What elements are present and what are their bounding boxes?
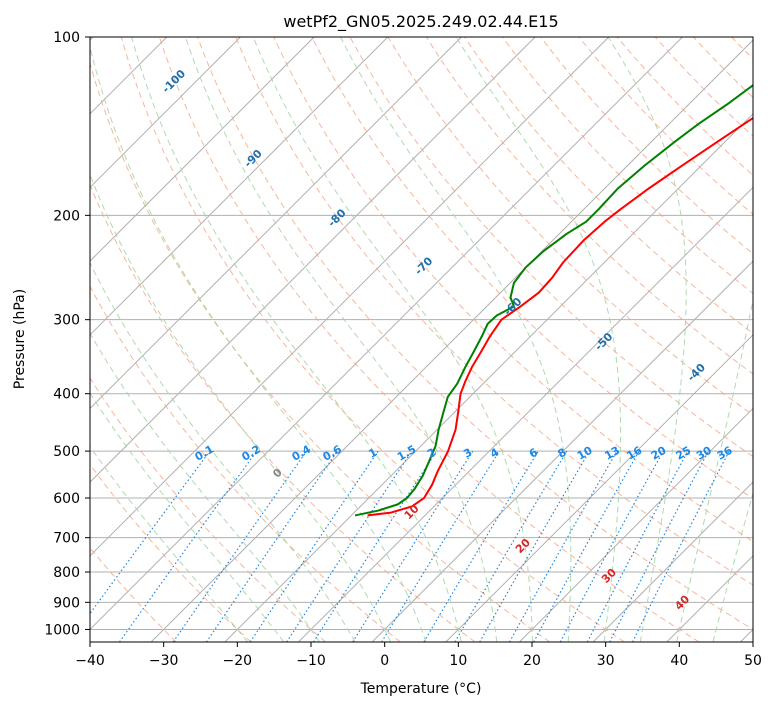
y-tick-label: 700 (53, 531, 80, 547)
moist-adiabat-line (252, 37, 533, 642)
x-tick-label: 30 (597, 653, 615, 669)
dry-adiabat-line (502, 37, 753, 294)
isotherm-line (371, 260, 753, 642)
y-axis: 100 200 300 400 500 600 700 800 900 1000 (44, 30, 90, 638)
x-tick-label: −30 (149, 653, 179, 669)
mixing-ratio-line (381, 450, 500, 642)
mixing-ratio-line (509, 450, 618, 642)
x-tick-label: −20 (223, 653, 253, 669)
dry-adiabat-line (616, 37, 753, 176)
dry-adiabat-line (90, 463, 252, 642)
isotherm-line (224, 113, 753, 642)
isotherm-line (90, 37, 536, 483)
mixing-ratio-line (205, 450, 339, 642)
x-tick-label: 20 (523, 653, 541, 669)
mixing-ratio-line (559, 450, 664, 642)
isotherm-line (519, 407, 753, 642)
y-tick-label: 200 (53, 208, 80, 224)
y-axis-title: Pressure (hPa) (12, 289, 28, 389)
mixing-ratio-line (352, 450, 474, 642)
x-axis: −40 −30 −20 −10 0 10 20 30 40 50 (75, 642, 762, 669)
moist-adiabat-line (340, 37, 572, 642)
dry-adiabat-line (387, 37, 753, 416)
x-tick-label: 0 (380, 653, 389, 669)
dry-adiabat-line (311, 37, 753, 500)
dry-adiabat-line (464, 37, 753, 335)
x-tick-label: 10 (449, 653, 467, 669)
mixing-ratio-line (423, 450, 539, 642)
mixing-ratio-line (119, 450, 258, 642)
moist-adiabat-line (90, 261, 356, 642)
temperature-profile-line (367, 116, 753, 517)
y-tick-label: 600 (53, 491, 80, 507)
moist-adiabat-line (676, 296, 753, 642)
plot-frame (89, 36, 754, 643)
mixing-ratio-line (90, 450, 211, 615)
moist-adiabat-line (90, 392, 285, 642)
dry-adiabat-line (235, 37, 753, 586)
isotherm-line (445, 334, 753, 642)
mixing-ratio-line (533, 450, 640, 642)
y-tick-label: 900 (53, 595, 80, 611)
dewpoint-profile-line (354, 84, 753, 517)
mixing-ratio-line (454, 450, 568, 642)
mixing-ratio-line (172, 450, 308, 642)
y-tick-label: 500 (53, 444, 80, 460)
moist-adiabat-line (712, 491, 753, 642)
isotherm-line (150, 39, 753, 642)
dry-adiabat-line (197, 37, 753, 631)
moist-adiabat-line (90, 44, 427, 642)
isotherm-line (592, 481, 753, 642)
dry-adiabat-line (90, 285, 401, 642)
x-axis-title: Temperature (°C) (360, 681, 482, 697)
moist-adiabats (90, 37, 753, 642)
mixing-ratio-lines (90, 450, 730, 642)
y-tick-label: 800 (53, 565, 80, 581)
y-tick-label: 300 (53, 313, 80, 329)
isotherm-line (90, 37, 610, 557)
moist-adiabat-line (90, 173, 392, 642)
y-tick-label: 100 (53, 30, 80, 46)
dry-adiabat-line (349, 37, 753, 458)
moist-adiabat-line (607, 37, 687, 642)
x-tick-label: −10 (296, 653, 326, 669)
isotherm-line (90, 37, 389, 336)
chart-title: wetPf2_GN05.2025.249.02.44.E15 (283, 12, 558, 32)
moist-adiabat-line (90, 445, 249, 642)
dry-adiabat-line (578, 37, 753, 215)
isotherm-line (90, 37, 315, 262)
x-tick-label: 50 (744, 653, 762, 669)
moist-adiabat-line (131, 37, 462, 642)
moist-adiabat-line (185, 37, 498, 642)
isotherm-line (90, 37, 241, 189)
dry-adiabats (90, 37, 753, 642)
dry-adiabat-line (120, 37, 625, 642)
x-tick-label: −40 (75, 653, 105, 669)
x-tick-label: 40 (670, 653, 688, 669)
isotherms (90, 37, 753, 642)
isotherm-line (90, 37, 462, 410)
mixing-ratio-line (313, 450, 438, 642)
profiles (354, 84, 753, 517)
y-tick-label: 1000 (44, 622, 80, 638)
y-tick-label: 400 (53, 387, 80, 403)
mixing-ratio-line (479, 450, 591, 642)
isotherm-line (90, 37, 683, 631)
